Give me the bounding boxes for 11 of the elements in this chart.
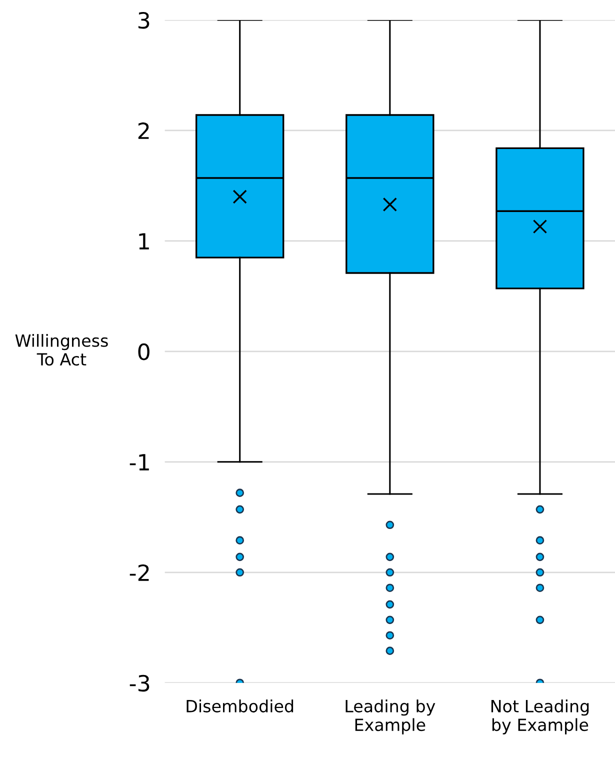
y-tick-label: 2 [138, 122, 149, 139]
y-tick-label: -1 [130, 454, 149, 470]
y-tick-label: -3 [130, 674, 150, 692]
x-tick-label: Leading by Example [346, 700, 436, 734]
y-tick-label: 3 [138, 12, 150, 29]
y-tick-label: -2 [130, 564, 149, 581]
x-tick-label: Disembodied [186, 700, 294, 712]
y-tick-label: 1 [139, 233, 149, 250]
y-tick-label: 0 [138, 343, 150, 360]
x-tick-label: Not Leading by Example [491, 700, 589, 734]
y-axis-title: Willingness To Act [15, 334, 108, 366]
